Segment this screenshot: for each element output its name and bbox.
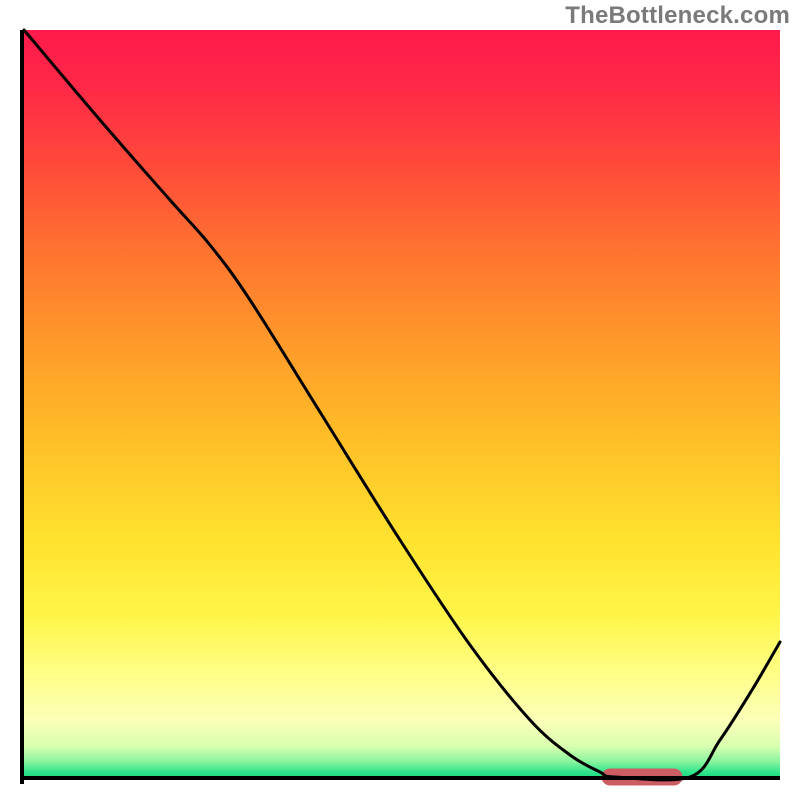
chart-svg (0, 0, 800, 800)
y-axis-line (20, 30, 24, 784)
watermark-label: TheBottleneck.com (565, 2, 790, 30)
plot-background (24, 30, 780, 780)
x-axis-line (20, 776, 780, 780)
chart-container: TheBottleneck.com (0, 0, 800, 800)
